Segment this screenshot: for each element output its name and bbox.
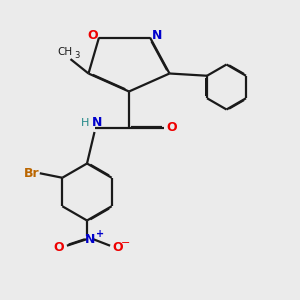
Text: N: N xyxy=(152,28,162,42)
Text: 3: 3 xyxy=(75,51,80,60)
Text: O: O xyxy=(87,28,98,42)
Text: H: H xyxy=(81,118,90,128)
Text: O: O xyxy=(167,121,177,134)
Text: CH: CH xyxy=(57,47,72,57)
Text: N: N xyxy=(85,232,95,246)
Text: +: + xyxy=(95,229,104,239)
Text: N: N xyxy=(92,116,102,130)
Text: Br: Br xyxy=(24,167,39,180)
Text: O: O xyxy=(53,241,64,254)
Text: −: − xyxy=(121,238,131,248)
Text: O: O xyxy=(112,241,123,254)
